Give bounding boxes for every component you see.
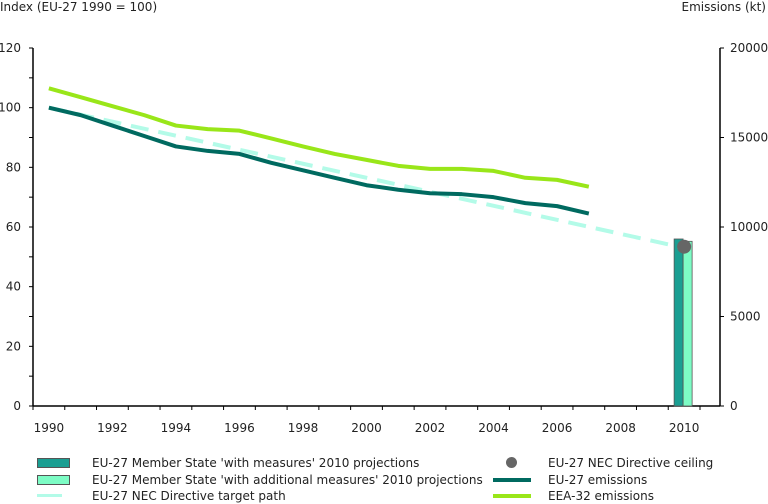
x-axis-tick-label: 2000	[351, 421, 382, 435]
right-axis-tick-label: 20000	[730, 41, 768, 55]
left-axis-title: Index (EU-27 1990 = 100)	[0, 0, 158, 14]
x-axis-tick-label: 1990	[34, 421, 65, 435]
x-axis-tick-label: 1992	[97, 421, 128, 435]
bar-eu-27-member-state-with-measures-2010-projections	[673, 238, 684, 407]
left-axis-tick-label: 120	[0, 41, 21, 55]
x-axis-tick-label: 2008	[605, 421, 636, 435]
legend-label: EU-27 Member State 'with measures' 2010 …	[92, 456, 420, 470]
series-line-eu-27-emissions	[48, 105, 590, 216]
left-axis-tick-label: 20	[6, 339, 21, 353]
legend-label: EEA-32 emissions	[548, 489, 654, 503]
legend-label: EU-27 emissions	[548, 473, 648, 487]
left-axis-tick-label: 40	[6, 280, 21, 294]
legend-swatch-ceiling	[506, 457, 517, 468]
legend-swatch-with-additional-measures	[37, 475, 70, 485]
legend-label: EU-27 NEC Directive target path	[92, 489, 286, 503]
left-axis-tick-label: 60	[6, 220, 21, 234]
right-axis-tick-label: 0	[730, 399, 738, 413]
x-axis-tick-label: 2002	[415, 421, 446, 435]
right-axis-tick-label: 10000	[730, 220, 768, 234]
legend-swatch-with-measures	[37, 458, 70, 468]
right-axis-title: Emissions (kt)	[681, 0, 766, 14]
left-axis-tick-label: 0	[13, 399, 21, 413]
right-axis-tick-label: 15000	[730, 131, 768, 145]
left-axis-tick-label: 80	[6, 160, 21, 174]
left-axis-tick-label: 100	[0, 101, 21, 115]
x-axis-tick-label: 2006	[542, 421, 573, 435]
legend-swatch-eu27-emissions	[493, 478, 531, 482]
legend-label: EU-27 NEC Directive ceiling	[548, 456, 714, 470]
legend-label: EU-27 Member State 'with additional meas…	[92, 473, 483, 487]
right-axis-tick-label: 5000	[730, 310, 761, 324]
legend-swatch-target-path	[37, 494, 62, 497]
bar-eu-27-member-state-with-additional-measures-2010-projections	[682, 240, 693, 407]
x-axis-tick-label: 2010	[669, 421, 700, 435]
series-line-eea-32-emissions	[48, 86, 590, 189]
x-axis-tick-label: 1994	[161, 421, 192, 435]
chart-plot: 0 20 40 60 80 100 120 0 5000 10000 15000 20000 1990 1…	[0, 41, 768, 435]
point-eu-27-nec-directive-ceiling	[677, 239, 692, 254]
x-axis-tick-label: 1996	[224, 421, 255, 435]
series-line-eu-27-nec-directive-target-path	[48, 105, 685, 250]
x-axis-tick-label: 1998	[288, 421, 319, 435]
x-axis-tick-label: 2004	[478, 421, 509, 435]
